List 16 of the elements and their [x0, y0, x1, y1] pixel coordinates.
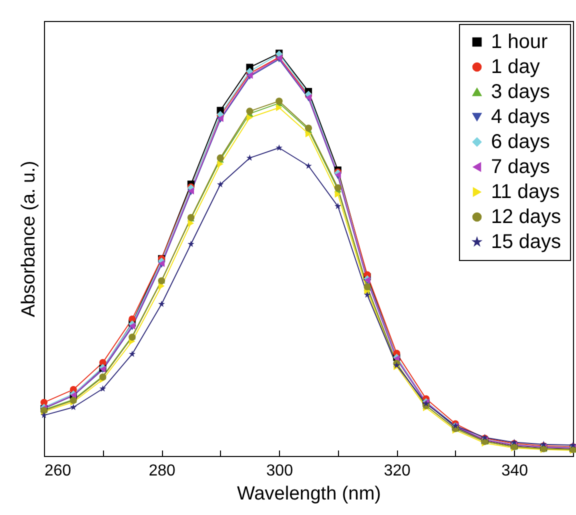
legend-label: 3 days	[491, 81, 550, 103]
legend-label: 7 days	[491, 156, 550, 178]
x-axis-title: Wavelength (nm)	[237, 484, 381, 504]
legend-label: 4 days	[491, 106, 550, 128]
x-tick-label: 320	[384, 462, 411, 480]
legend-label: 1 hour	[491, 31, 548, 53]
legend-label: 6 days	[491, 131, 550, 153]
legend-label: 12 days	[491, 206, 562, 228]
x-tick-label: 340	[501, 462, 528, 480]
x-tick-label: 300	[266, 462, 294, 480]
legend-label: 1 day	[491, 56, 540, 78]
y-axis-title: Absorbance (a. u.)	[18, 160, 40, 318]
x-tick-label: 260	[44, 462, 72, 480]
x-tick-label: 280	[148, 462, 176, 480]
legend-label: 15 days	[491, 231, 562, 253]
legend-label: 11 days	[491, 181, 560, 203]
